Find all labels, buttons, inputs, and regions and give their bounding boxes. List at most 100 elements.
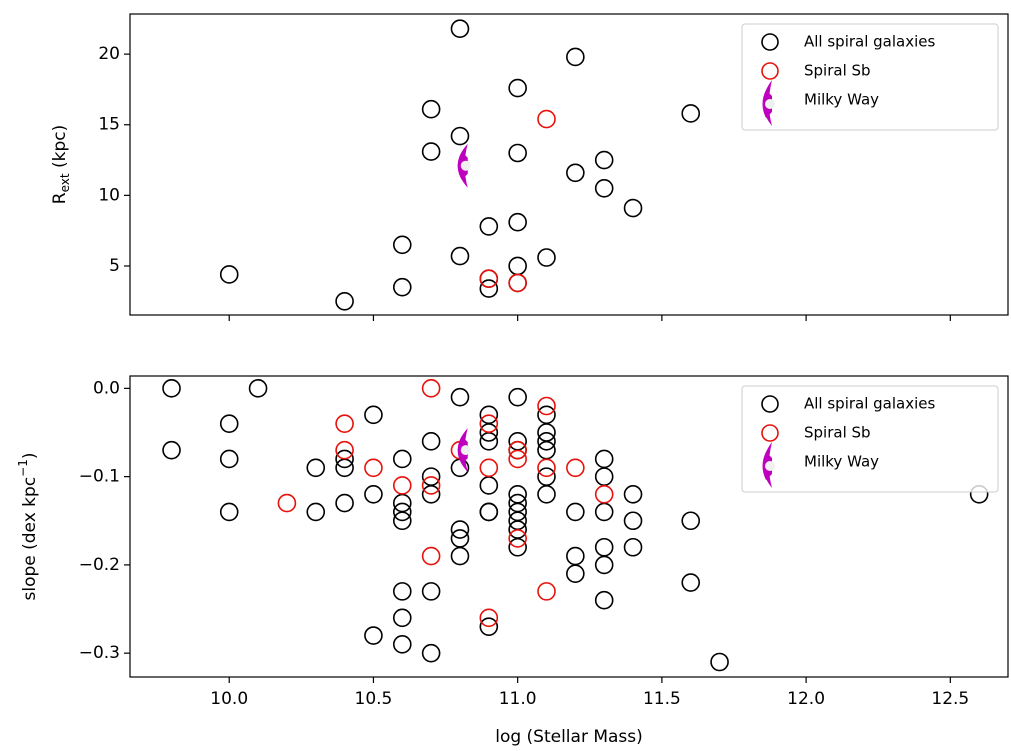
point — [392, 476, 412, 495]
legend-box — [741, 385, 999, 493]
point — [566, 564, 585, 584]
x-axis-label: log (Stellar Mass) — [495, 727, 643, 747]
point — [681, 573, 701, 592]
point — [508, 212, 527, 232]
y-tick-label: −0.1 — [79, 467, 120, 487]
point — [508, 143, 527, 163]
point — [566, 458, 585, 478]
point — [566, 502, 585, 522]
point — [537, 396, 556, 416]
point — [392, 608, 412, 628]
point — [537, 248, 556, 267]
point — [306, 502, 326, 522]
legend: All spiral galaxies Spiral Sb Milky Way — [741, 23, 999, 131]
point — [479, 476, 499, 495]
y-tick-label: 0.0 — [93, 378, 120, 398]
point — [450, 19, 470, 38]
point — [421, 99, 441, 119]
point — [306, 458, 326, 478]
point — [450, 520, 470, 539]
point — [335, 414, 354, 433]
point — [594, 467, 614, 486]
point — [594, 484, 614, 504]
point — [450, 246, 470, 266]
legend-marker — [761, 33, 779, 51]
point — [594, 590, 614, 610]
point — [479, 423, 499, 442]
milky-way-point — [457, 143, 471, 188]
legend: All spiral galaxies Spiral Sb Milky Way — [741, 385, 999, 493]
point — [537, 484, 556, 504]
point — [421, 142, 441, 161]
point — [392, 449, 412, 469]
y-label-part: ) — [20, 452, 40, 459]
y-label-part: slope (dex kpc — [20, 477, 40, 601]
point — [162, 440, 181, 460]
point — [537, 432, 556, 451]
y-axis-label: Rext (kpc) — [50, 125, 72, 204]
point — [421, 432, 441, 451]
point — [421, 546, 441, 566]
point — [248, 379, 268, 398]
point — [162, 379, 181, 398]
point — [594, 537, 614, 557]
point — [479, 279, 499, 298]
point — [219, 449, 239, 469]
legend-marker — [761, 424, 779, 442]
legend-marker — [762, 442, 775, 488]
subplot: 10.0 10.5 11.0 11.5 12.0 12.5 0.0 −0.1 −0.2 −0.3 l… — [16, 375, 1009, 747]
point — [421, 379, 441, 398]
point — [364, 626, 383, 645]
x-tick-label: 12.0 — [787, 689, 825, 709]
point — [479, 502, 499, 522]
point — [392, 502, 412, 522]
point — [508, 387, 527, 407]
point — [537, 109, 556, 129]
legend-marker — [762, 80, 775, 126]
y-tick-label: 20 — [98, 44, 120, 64]
x-tick-label: 10.5 — [355, 689, 393, 709]
point — [392, 635, 412, 654]
point — [335, 440, 354, 460]
point — [623, 537, 643, 557]
point — [508, 440, 527, 460]
point — [623, 511, 643, 531]
point — [681, 511, 701, 531]
point — [450, 387, 470, 407]
point — [479, 608, 499, 628]
y-tick-label: −0.3 — [79, 643, 120, 663]
point — [594, 449, 614, 469]
legend-label: Spiral Sb — [804, 62, 871, 80]
legend-label: All spiral galaxies — [804, 395, 936, 413]
point — [508, 273, 527, 293]
point — [710, 652, 729, 672]
point — [219, 265, 239, 284]
point — [392, 277, 412, 297]
axes-frame — [129, 13, 1009, 316]
point — [421, 643, 441, 663]
x-tick-label: 12.5 — [931, 689, 969, 709]
point — [479, 617, 499, 636]
y-label-part: ext — [58, 173, 72, 192]
point — [392, 511, 412, 531]
point — [450, 126, 470, 146]
point — [566, 546, 585, 566]
point — [364, 484, 383, 504]
point — [277, 493, 297, 513]
legend-marker — [761, 62, 779, 80]
point — [508, 529, 527, 548]
x-tick-label: 10.0 — [210, 689, 248, 709]
point — [623, 198, 643, 218]
legend-dot — [765, 461, 775, 471]
subplot: 5 10 15 20 Rext (kpc) All spiral galaxies Spir… — [50, 13, 1009, 321]
legend-label: All spiral galaxies — [804, 33, 936, 51]
point — [364, 458, 383, 478]
point — [594, 179, 614, 198]
point — [219, 502, 239, 522]
legend-dot — [765, 99, 775, 109]
y-tick-label: 5 — [109, 256, 120, 276]
legend-marker — [761, 395, 779, 413]
point — [392, 582, 412, 601]
legend-label: Spiral Sb — [804, 424, 871, 442]
